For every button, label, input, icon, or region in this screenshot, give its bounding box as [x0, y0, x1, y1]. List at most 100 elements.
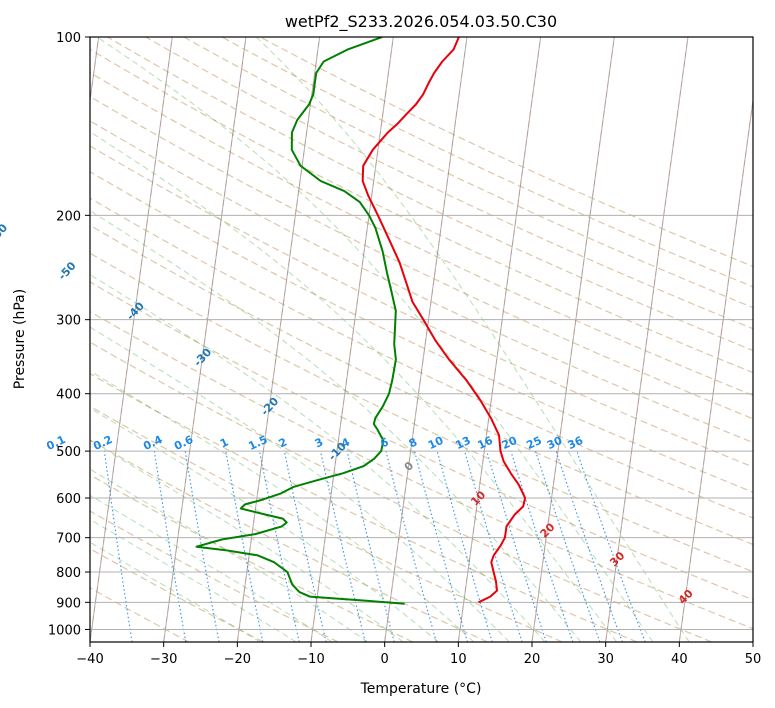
y-tick-label: 600 [56, 492, 81, 507]
mixing-ratio-line [153, 451, 187, 642]
dry-adiabat [90, 224, 753, 546]
dashed-isotherm [90, 37, 100, 105]
dry-adiabat [90, 120, 753, 444]
x-tick-label: 40 [671, 652, 688, 667]
moist-adiabat [90, 439, 404, 642]
dry-adiabat [90, 171, 753, 493]
dry-adiabat [90, 197, 753, 519]
mixing-ratio-line [346, 450, 395, 642]
temperature-line [361, 37, 527, 604]
y-tick-label: 400 [56, 388, 81, 403]
mixing-ratio-label: 6 [378, 435, 391, 450]
background-lines [90, 37, 753, 642]
mixing-ratio-line [385, 450, 437, 642]
mixing-ratio-label: 25 [524, 434, 543, 452]
dry-adiabat [90, 71, 753, 397]
dry-adiabat [183, 37, 753, 309]
mixing-ratio-label: 1.5 [246, 433, 269, 453]
dry-adiabat [107, 37, 753, 352]
y-tick-label: 800 [56, 566, 81, 581]
mixing-ratio-line [258, 450, 300, 642]
mixing-ratio-line [413, 450, 469, 642]
isotherm-gridline [310, 37, 394, 642]
y-tick-label: 100 [56, 31, 81, 46]
sounding-series [195, 37, 527, 605]
moist-adiabat [90, 370, 475, 642]
moist-adiabat [90, 494, 333, 642]
isotherm-gridline [457, 37, 542, 642]
mixing-ratio-line [283, 450, 327, 642]
moist-adiabat [90, 468, 368, 642]
y-axis-label: Pressure (hPa) [12, 289, 28, 389]
dry-adiabat [90, 510, 339, 642]
dry-adiabat [90, 281, 753, 601]
dewpoint-line [195, 37, 405, 605]
x-tick-label: −10 [297, 652, 324, 667]
moist-adiabat [90, 210, 582, 642]
moist-adiabat [90, 131, 618, 642]
plot-frame [89, 36, 754, 643]
mixing-ratio-label: 16 [476, 434, 496, 452]
dry-adiabat [90, 439, 488, 642]
mixing-ratio-label: 8 [407, 435, 419, 450]
mixing-ratio-label: 2 [277, 435, 289, 450]
y-tick-label: 300 [56, 314, 81, 329]
isotherm-gridline [678, 96, 753, 642]
mixing-ratio-line [510, 450, 574, 642]
dry-adiabat [90, 405, 563, 642]
isotherm-gridline [163, 37, 247, 642]
x-tick-label: 50 [745, 652, 762, 667]
dry-adiabat [90, 145, 753, 468]
isotherm-warm-label: 30 [607, 549, 627, 569]
isotherm-gridline [90, 37, 173, 642]
mixing-ratio-line [319, 450, 366, 642]
mixing-ratio-label: 1 [218, 435, 230, 450]
isotherm-gridline [752, 638, 753, 642]
dry-adiabat [145, 37, 753, 330]
x-tick-label: −20 [224, 652, 251, 667]
isotherm-label: -50 [56, 259, 79, 283]
x-tick-label: 0 [381, 652, 389, 667]
isotherm-gridline [605, 37, 689, 642]
x-axis-label: Temperature (°C) [360, 681, 482, 697]
mixing-ratio-line [464, 450, 523, 642]
y-tick-label: 700 [56, 532, 81, 547]
dry-adiabat [90, 310, 753, 630]
x-tick-label: −30 [150, 652, 177, 667]
mixing-ratio-line [535, 450, 601, 642]
moist-adiabat [90, 274, 546, 642]
dry-adiabat [90, 474, 414, 642]
mixing-ratio-line [103, 451, 133, 642]
y-tick-label: 500 [56, 445, 81, 460]
mixing-ratio-line [436, 450, 493, 642]
y-axis-ticks: 100 200 300 400 500 600 700 800 900 1000 [48, 31, 90, 638]
dry-adiabat [90, 341, 712, 642]
x-tick-label: 30 [597, 652, 614, 667]
mixing-ratio-line [486, 450, 547, 642]
dry-adiabat [90, 252, 753, 573]
moist-adiabat [96, 37, 654, 642]
dry-adiabat [90, 372, 638, 642]
dry-adiabat [259, 37, 753, 268]
moist-adiabat [255, 37, 690, 642]
moist-adiabat [90, 518, 297, 642]
isotherm-gridline [384, 37, 468, 642]
x-tick-label: 10 [450, 652, 467, 667]
mixing-ratio-line [225, 451, 264, 642]
dry-adiabat [90, 95, 753, 420]
isotherm-label: -60 [0, 221, 10, 245]
isotherm-gridline [236, 37, 321, 642]
mixing-ratio-label: 13 [453, 434, 472, 452]
moist-adiabat [90, 407, 439, 642]
x-tick-label: −40 [76, 652, 103, 667]
y-tick-label: 1000 [48, 623, 81, 638]
x-axis-ticks: −40 −30 −20 −10 0 10 20 30 40 50 [76, 642, 761, 667]
mixing-ratio-label: 0.2 [91, 433, 114, 453]
moist-adiabat [90, 326, 510, 642]
y-tick-label: 900 [56, 596, 81, 611]
moist-adiabat [90, 541, 261, 642]
chart-title: wetPf2_S233.2026.054.03.50.C30 [285, 12, 557, 32]
mixing-ratio-line [576, 450, 646, 642]
isotherm-gridline [531, 37, 615, 642]
